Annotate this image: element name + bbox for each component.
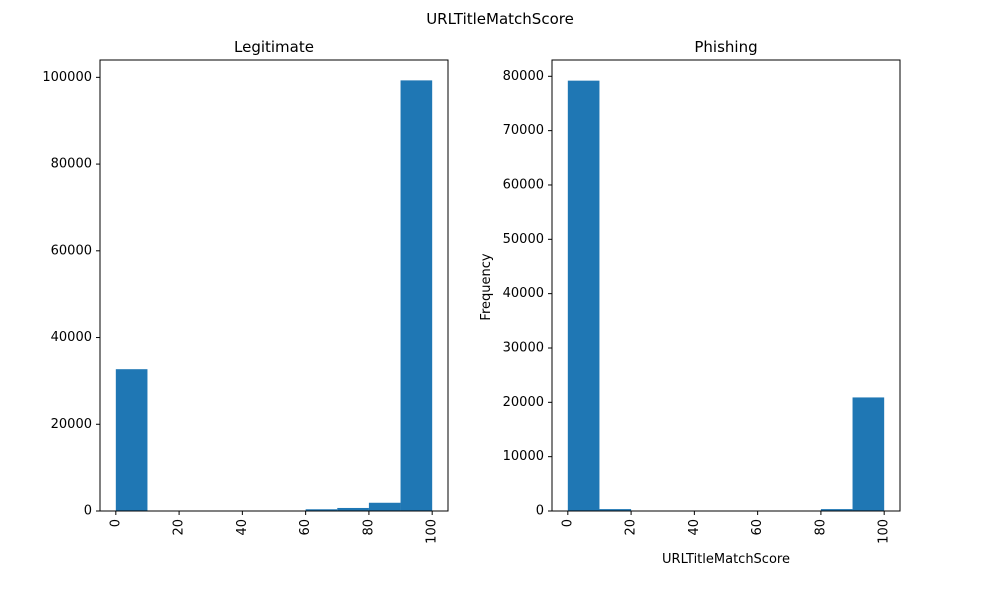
- phishing-x-tick-label-80: 80: [813, 519, 828, 536]
- legitimate-bar-9: [400, 80, 433, 512]
- phishing-x-tick-label-20: 20: [624, 519, 639, 536]
- phishing-y-tick-label-30000: 30000: [503, 340, 544, 355]
- phishing-x-ticks: 0 20 40 60 80 100: [560, 511, 892, 544]
- legitimate-plot-frame: [99, 59, 449, 512]
- legitimate-y-tick-label-80000: 80000: [51, 157, 92, 172]
- phishing-bars: [567, 80, 885, 511]
- phishing-histogram: Phishing 0 20 40 60 80 100 0 10000 20000 30000 40…: [479, 38, 901, 567]
- legitimate-y-ticks: 0 20000 40000 60000 80000 100000: [42, 70, 100, 519]
- legitimate-histogram: Legitimate 0 20 40 60 80 100 0 20000 40000 60000…: [42, 38, 449, 544]
- legitimate-bar-0: [115, 369, 148, 511]
- phishing-y-tick-label-50000: 50000: [503, 232, 544, 247]
- phishing-bar-0: [567, 80, 600, 511]
- legitimate-x-tick-label-100: 100: [425, 519, 440, 544]
- legitimate-y-tick-label-60000: 60000: [51, 243, 92, 258]
- legitimate-title: Legitimate: [234, 38, 314, 56]
- legitimate-y-tick-label-20000: 20000: [51, 417, 92, 432]
- legitimate-x-tick-label-40: 40: [235, 519, 250, 536]
- legitimate-bars: [115, 80, 433, 512]
- legitimate-y-tick-label-0: 0: [84, 504, 92, 519]
- phishing-title: Phishing: [694, 38, 757, 56]
- legitimate-bar-8: [368, 502, 401, 511]
- legitimate-bar-6: [305, 509, 338, 511]
- phishing-x-tick-label-40: 40: [687, 519, 702, 536]
- legitimate-x-tick-label-60: 60: [298, 519, 313, 536]
- phishing-bar-8: [820, 509, 853, 511]
- legitimate-x-tick-label-20: 20: [172, 519, 187, 536]
- legitimate-x-ticks: 0 20 40 60 80 100: [108, 511, 440, 544]
- legitimate-y-tick-label-40000: 40000: [51, 330, 92, 345]
- figure-suptitle: URLTitleMatchScore: [426, 10, 574, 28]
- phishing-y-ticks: 0 10000 20000 30000 40000 50000 60000 70000 8000…: [503, 69, 552, 519]
- phishing-y-tick-label-80000: 80000: [503, 69, 544, 84]
- phishing-bar-9: [852, 397, 885, 511]
- legitimate-x-tick-label-0: 0: [108, 519, 123, 527]
- phishing-y-tick-label-0: 0: [536, 504, 544, 519]
- phishing-bar-1: [599, 509, 632, 511]
- legitimate-x-tick-label-80: 80: [361, 519, 376, 536]
- legitimate-bar-7: [337, 507, 369, 511]
- phishing-x-tick-label-0: 0: [560, 519, 575, 527]
- phishing-y-tick-label-70000: 70000: [503, 123, 544, 138]
- phishing-y-label: Frequency: [479, 253, 494, 320]
- phishing-y-tick-label-10000: 10000: [503, 449, 544, 464]
- phishing-y-tick-label-60000: 60000: [503, 177, 544, 192]
- legitimate-y-tick-label-100000: 100000: [42, 70, 92, 85]
- phishing-y-tick-label-20000: 20000: [503, 395, 544, 410]
- phishing-x-tick-label-60: 60: [750, 519, 765, 536]
- phishing-x-tick-label-100: 100: [877, 519, 892, 544]
- phishing-y-tick-label-40000: 40000: [503, 286, 544, 301]
- phishing-x-label: URLTitleMatchScore: [662, 552, 790, 567]
- phishing-plot-frame: [551, 59, 901, 512]
